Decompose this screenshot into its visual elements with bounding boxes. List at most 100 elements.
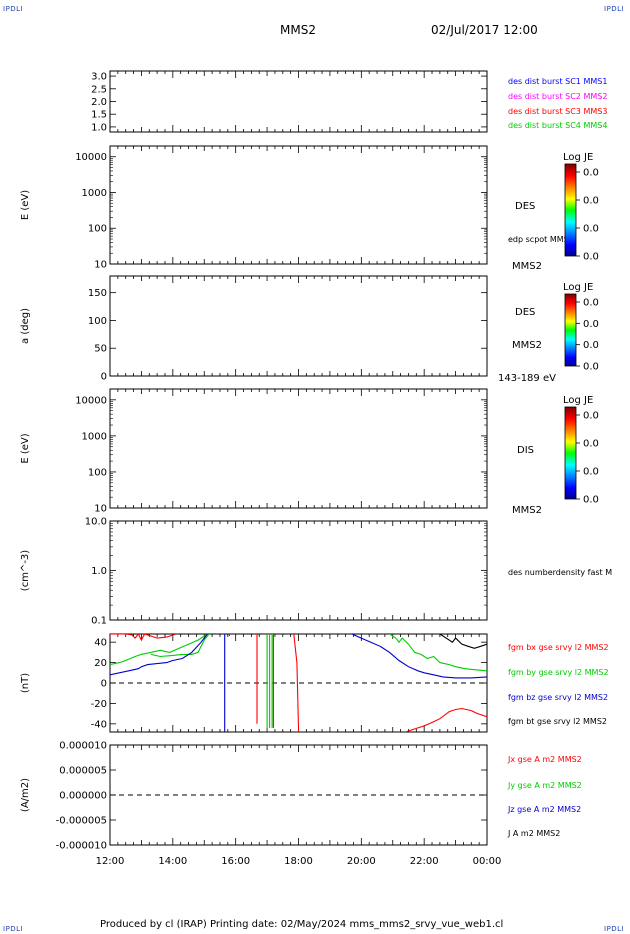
series-line-bz (110, 634, 208, 676)
y-tick-label: 150 (88, 288, 107, 299)
panel-frame (109, 388, 488, 509)
colorbar-tick-label: 0.0 (583, 319, 599, 330)
y-tick-label: -0.000010 (56, 841, 107, 852)
y-axis-title: E (eV) (20, 190, 31, 220)
y-tick-label: 100 (88, 467, 107, 478)
colorbar-tick-label: 0.0 (583, 196, 599, 207)
y-tick-label: 20 (94, 658, 107, 669)
y-tick-label: 10000 (75, 152, 107, 163)
y-tick-label: 0.1 (91, 616, 107, 627)
series-line-bz (351, 634, 487, 679)
y-tick-label: 1.0 (91, 566, 107, 577)
x-tick-label: 12:00 (96, 856, 125, 867)
y-axis-title: (nT) (20, 673, 31, 693)
y-tick-label: 0.000000 (59, 791, 107, 802)
colorbar-tick-label: 0.0 (583, 411, 599, 422)
series-line-by (150, 634, 210, 658)
y-axis-title: E (eV) (20, 433, 31, 463)
panel-label: DES (515, 201, 535, 212)
corner-label-bottom-left: IPDLI (3, 925, 24, 933)
colorbar-tick-label: 0.0 (583, 168, 599, 179)
series-line-by (110, 634, 208, 666)
x-tick-label: 00:00 (473, 856, 502, 867)
colorbar-tick-label: 0.0 (583, 224, 599, 235)
spacecraft-title: MMS2 (280, 23, 316, 37)
y-tick-label: -20 (91, 699, 107, 710)
panel-frame (109, 145, 488, 265)
colorbar-title: Log JE (563, 395, 593, 406)
panel-label: DES (515, 307, 535, 318)
y-axis-title: (cm^-3) (20, 550, 31, 591)
y-tick-label: 50 (94, 344, 107, 355)
y-axis-title: (A/m2) (20, 778, 31, 812)
panel-label: MMS2 (512, 340, 542, 351)
legend-entry: fgm bt gse srvy l2 MMS2 (508, 717, 607, 726)
legend-entry: Jx gse A m2 MMS2 (507, 755, 582, 764)
colorbar (564, 406, 577, 500)
colorbar-tick-label: 0.0 (583, 495, 599, 506)
y-tick-label: 0.000010 (59, 741, 107, 752)
y-tick-label: 0.000005 (59, 766, 107, 777)
corner-label-top-right: IPDLI (604, 5, 625, 13)
colorbar-tick-label: 0.0 (583, 467, 599, 478)
colorbar (564, 293, 577, 367)
colorbar-title: Log JE (563, 152, 593, 163)
y-tick-label: 0 (101, 372, 107, 383)
y-tick-label: 100 (88, 316, 107, 327)
colorbar-tick-label: 0.0 (583, 362, 599, 373)
plot-datetime: 02/Jul/2017 12:00 (431, 23, 538, 37)
y-tick-label: 100 (88, 224, 107, 235)
legend-entry: des dist burst SC1 MMS1 (508, 77, 607, 86)
panel-label: DIS (517, 445, 534, 456)
y-tick-label: 1000 (82, 188, 107, 199)
x-tick-label: 22:00 (410, 856, 439, 867)
y-tick-label: 40 (94, 638, 107, 649)
y-tick-label: 10 (94, 504, 107, 515)
colorbar-tick-label: 0.0 (583, 340, 599, 351)
panel-label: MMS2 (512, 261, 542, 272)
y-tick-label: -40 (91, 719, 107, 730)
legend-entry: fgm by gse srvy l2 MMS2 (508, 668, 609, 677)
y-tick-label: 0 (101, 679, 107, 690)
series-line-bx (405, 707, 487, 732)
y-tick-label: 1.0 (91, 122, 107, 133)
legend-entry: des dist burst SC3 MMS3 (508, 107, 607, 116)
colorbar-title: Log JE (563, 282, 593, 293)
y-axis-title: a (deg) (20, 308, 31, 344)
panel-label: MMS2 (512, 505, 542, 516)
colorbar-tick-label: 0.0 (583, 252, 599, 263)
colorbar-tick-label: 0.0 (583, 439, 599, 450)
y-tick-label: 1000 (82, 431, 107, 442)
legend-entry: des dist burst SC4 MMS4 (508, 121, 607, 130)
x-tick-label: 18:00 (284, 856, 313, 867)
y-tick-label: -0.000005 (56, 816, 107, 827)
corner-label-bottom-right: IPDLI (604, 925, 625, 933)
panel-frame (109, 70, 488, 133)
legend-entry: fgm bz gse srvy l2 MMS2 (508, 693, 608, 702)
colorbar (564, 163, 577, 257)
series-line-bx (293, 634, 300, 732)
x-tick-label: 16:00 (221, 856, 250, 867)
legend-entry: des dist burst SC2 MMS2 (508, 92, 607, 101)
y-tick-label: 10.0 (85, 517, 107, 528)
legend-entry: J A m2 MMS2 (507, 829, 560, 838)
y-tick-label: 2.5 (91, 84, 107, 95)
legend-entry: fgm bx gse srvy l2 MMS2 (508, 643, 609, 652)
panel-frame (109, 275, 488, 377)
y-tick-label: 3.0 (91, 72, 107, 83)
panel-frame (109, 520, 488, 621)
panel-label: edp scpot MMS2 (508, 235, 574, 244)
panel-label: 143-189 eV (498, 373, 556, 384)
series-line-bt (439, 634, 487, 649)
y-tick-label: 1.5 (91, 110, 107, 121)
series-line-by (389, 634, 487, 672)
series-line-bx (110, 634, 177, 642)
legend-entry: Jy gse A m2 MMS2 (507, 781, 582, 790)
x-tick-label: 14:00 (158, 856, 187, 867)
y-tick-label: 10 (94, 260, 107, 271)
colorbar-tick-label: 0.0 (583, 298, 599, 309)
x-tick-label: 20:00 (347, 856, 376, 867)
footer-credits: Produced by cl (IRAP) Printing date: 02/… (100, 919, 504, 930)
